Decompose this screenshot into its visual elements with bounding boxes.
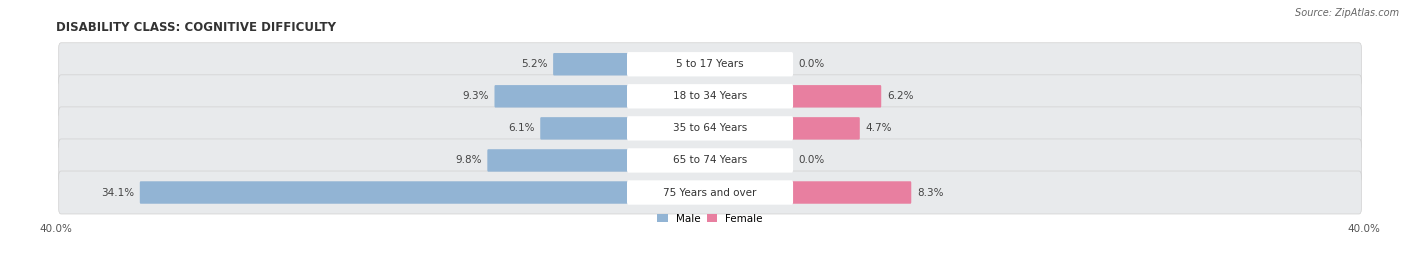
Text: 35 to 64 Years: 35 to 64 Years: [673, 123, 747, 133]
FancyBboxPatch shape: [627, 116, 793, 140]
Text: 5.2%: 5.2%: [520, 59, 547, 69]
Legend: Male, Female: Male, Female: [657, 214, 763, 224]
FancyBboxPatch shape: [59, 75, 1361, 118]
FancyBboxPatch shape: [59, 171, 1361, 214]
Text: 18 to 34 Years: 18 to 34 Years: [673, 91, 747, 101]
FancyBboxPatch shape: [59, 107, 1361, 150]
FancyBboxPatch shape: [139, 181, 628, 204]
FancyBboxPatch shape: [59, 139, 1361, 182]
FancyBboxPatch shape: [540, 117, 628, 140]
FancyBboxPatch shape: [553, 53, 628, 76]
Text: Source: ZipAtlas.com: Source: ZipAtlas.com: [1295, 8, 1399, 18]
Text: 9.3%: 9.3%: [463, 91, 489, 101]
FancyBboxPatch shape: [627, 84, 793, 109]
FancyBboxPatch shape: [59, 43, 1361, 86]
Text: 65 to 74 Years: 65 to 74 Years: [673, 155, 747, 165]
Text: 0.0%: 0.0%: [799, 155, 824, 165]
Text: 6.2%: 6.2%: [887, 91, 914, 101]
FancyBboxPatch shape: [792, 85, 882, 107]
Text: 9.8%: 9.8%: [456, 155, 482, 165]
Text: 34.1%: 34.1%: [101, 188, 134, 198]
FancyBboxPatch shape: [627, 52, 793, 76]
FancyBboxPatch shape: [488, 149, 628, 172]
Text: 6.1%: 6.1%: [508, 123, 534, 133]
Text: 0.0%: 0.0%: [799, 59, 824, 69]
Text: 5 to 17 Years: 5 to 17 Years: [676, 59, 744, 69]
Text: 75 Years and over: 75 Years and over: [664, 188, 756, 198]
Text: DISABILITY CLASS: COGNITIVE DIFFICULTY: DISABILITY CLASS: COGNITIVE DIFFICULTY: [56, 21, 336, 34]
FancyBboxPatch shape: [627, 148, 793, 173]
FancyBboxPatch shape: [495, 85, 628, 107]
FancyBboxPatch shape: [627, 180, 793, 205]
Text: 8.3%: 8.3%: [917, 188, 943, 198]
FancyBboxPatch shape: [792, 117, 860, 140]
FancyBboxPatch shape: [792, 181, 911, 204]
Text: 4.7%: 4.7%: [866, 123, 891, 133]
